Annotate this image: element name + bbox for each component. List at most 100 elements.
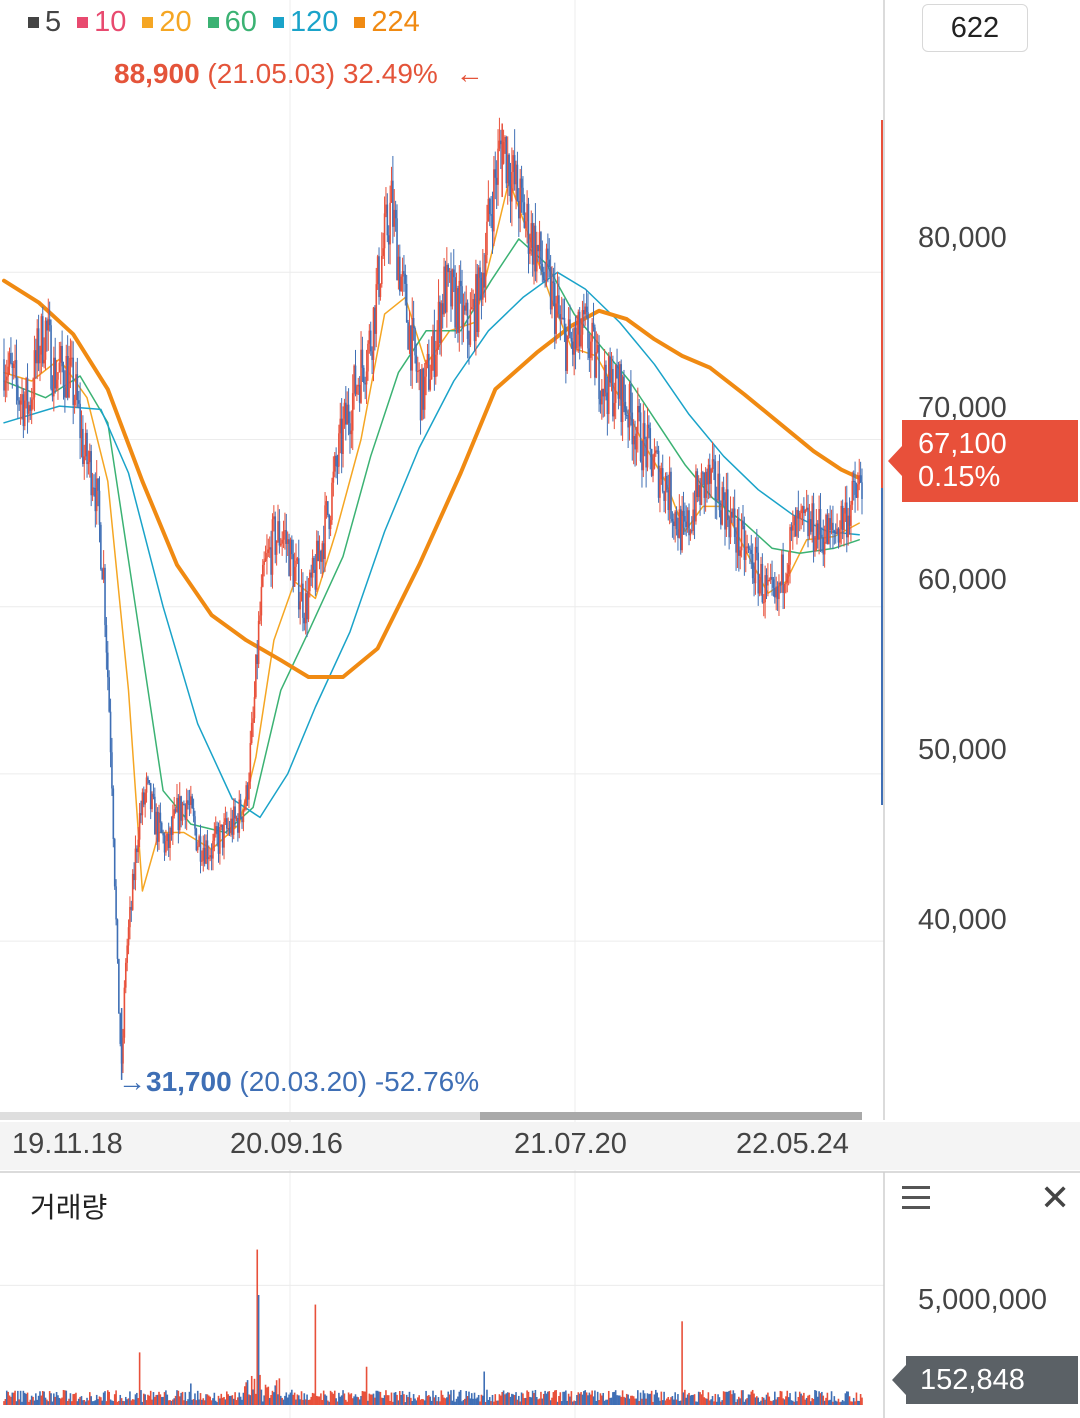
volume-bar (551, 1397, 553, 1405)
volume-bar (278, 1378, 281, 1405)
candle-down (439, 301, 441, 344)
candle-down (340, 418, 343, 454)
close-icon[interactable]: ✕ (1040, 1177, 1071, 1218)
legend-item-ma120[interactable]: 120 (272, 6, 338, 39)
candle-up (58, 362, 61, 373)
volume-bar (382, 1398, 384, 1405)
candle-up (134, 848, 137, 881)
volume-bar (314, 1304, 317, 1405)
candle-up (393, 209, 396, 227)
candle-down (565, 326, 567, 371)
candle-up (653, 453, 656, 469)
volume-bar (375, 1390, 378, 1405)
volume-bar (576, 1395, 578, 1405)
candle-down (782, 554, 784, 594)
candle-up (268, 547, 271, 550)
volume-bar (174, 1395, 177, 1405)
legend-item-ma224[interactable]: 224 (354, 6, 420, 39)
volume-bar (850, 1401, 852, 1405)
volume-bar (757, 1397, 760, 1405)
candle-down (104, 567, 106, 626)
menu-icon[interactable] (902, 1186, 930, 1210)
volume-bar (787, 1397, 790, 1405)
volume-bar (39, 1391, 41, 1405)
volume-bar (87, 1400, 90, 1405)
candle-up (214, 826, 217, 834)
candle-up (169, 827, 171, 848)
volume-bar (19, 1390, 22, 1405)
candle-up (172, 815, 174, 835)
candle-up (725, 489, 728, 530)
legend-item-ma5[interactable]: 5 (28, 6, 61, 39)
volume-bar (151, 1399, 153, 1405)
volume-bar (549, 1400, 552, 1405)
candle-down (490, 214, 492, 216)
scroll-thumb[interactable] (480, 1112, 862, 1120)
candle-up (213, 833, 216, 841)
candle-up (14, 360, 16, 364)
candle-up (775, 586, 777, 598)
volume-bar (144, 1394, 146, 1405)
candle-down (476, 274, 479, 332)
volume-bar (679, 1400, 682, 1405)
candle-up (596, 344, 599, 353)
candle-down (82, 428, 84, 464)
candle-up (296, 558, 299, 561)
candle-up (293, 566, 296, 587)
candle-down (72, 357, 74, 405)
candle-down (616, 364, 618, 379)
candle-down (661, 468, 664, 492)
volume-bar (707, 1392, 710, 1405)
candle-up (610, 369, 613, 383)
legend-item-ma20[interactable]: 20 (142, 6, 192, 39)
candle-count-box[interactable]: 622 (922, 4, 1028, 52)
candle-down (670, 471, 672, 519)
volume-bar (142, 1393, 145, 1405)
volume-bar (196, 1390, 199, 1405)
volume-bar (255, 1393, 257, 1405)
legend-item-ma10[interactable]: 10 (77, 6, 126, 39)
volume-bar (457, 1396, 459, 1405)
volume-bar (261, 1401, 264, 1405)
volume-bar (28, 1401, 30, 1405)
volume-bar (98, 1396, 101, 1405)
volume-bar (331, 1392, 333, 1405)
candle-up (825, 514, 827, 542)
candle-down (358, 384, 361, 403)
volume-bar (803, 1392, 805, 1405)
candle-up (65, 355, 68, 398)
volume-bar (360, 1395, 362, 1405)
volume-bar (703, 1397, 706, 1405)
volume-bar (86, 1397, 88, 1405)
candle-up (55, 379, 58, 389)
scroll-track[interactable] (0, 1112, 862, 1120)
volume-bar (619, 1395, 621, 1405)
volume-bar (4, 1399, 7, 1405)
candle-up (356, 386, 358, 395)
candle-down (11, 363, 14, 368)
candle-down (419, 369, 422, 421)
candle-up (707, 464, 710, 485)
volume-bar (386, 1395, 389, 1405)
candle-down (447, 264, 450, 273)
candle-down (672, 521, 675, 527)
volume-bar (570, 1391, 573, 1405)
volume-bar (502, 1390, 505, 1405)
volume-bar (558, 1396, 560, 1405)
candle-up (198, 836, 200, 847)
volume-bar (515, 1392, 517, 1405)
volume-bar (166, 1394, 169, 1405)
candle-down (3, 359, 5, 391)
candle-down (750, 550, 753, 554)
volume-bar (376, 1390, 379, 1405)
volume-bar (122, 1400, 124, 1405)
legend-item-ma60[interactable]: 60 (207, 6, 257, 39)
volume-bar (585, 1392, 588, 1405)
candle-down (466, 302, 469, 339)
volume-bar (732, 1390, 735, 1405)
volume-bar (726, 1391, 729, 1405)
volume-bar (740, 1390, 743, 1405)
x-tick-19-11-18: 19.11.18 (12, 1128, 123, 1160)
candle-up (823, 541, 826, 555)
